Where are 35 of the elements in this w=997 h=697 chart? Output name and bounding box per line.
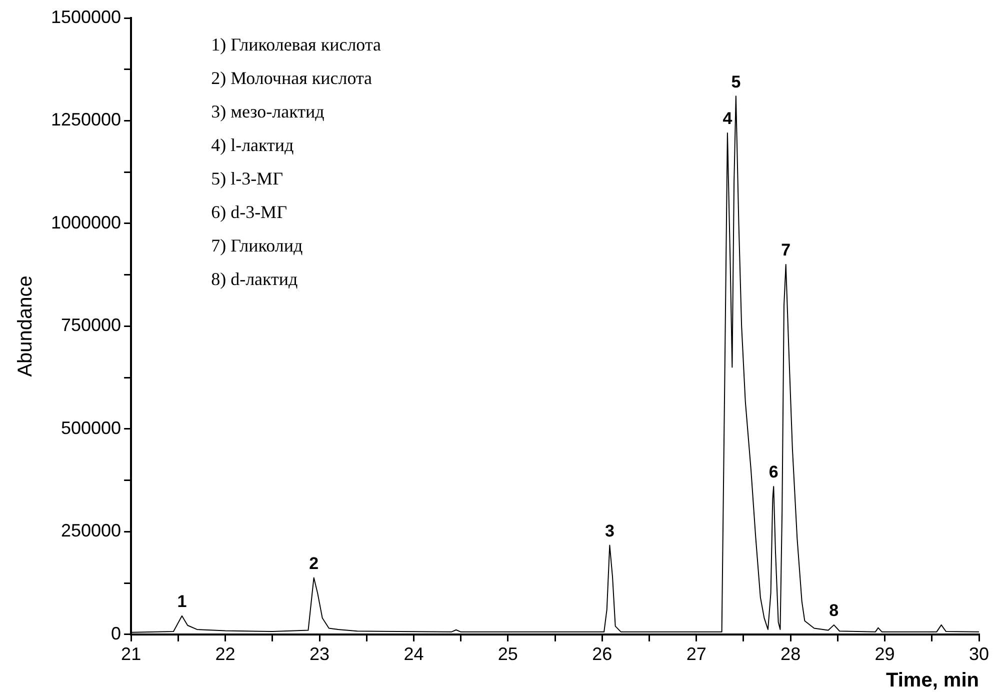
annotation: 7 — [781, 240, 791, 260]
y-tick-label: 1500000 — [50, 6, 122, 27]
annotation: 2 — [309, 554, 319, 573]
x-tick-label: 24 — [404, 644, 424, 664]
annotation: 4 — [722, 109, 733, 128]
annotation: 2) Молочная кислота — [211, 68, 372, 88]
x-tick-label: 29 — [874, 644, 895, 664]
x-tick-label: 28 — [780, 644, 801, 664]
y-tick-label: 0 — [111, 623, 122, 644]
annotation: 1 — [177, 592, 187, 612]
x-tick-label: 26 — [592, 644, 612, 664]
annotation: 3) мезо-лактид — [211, 102, 324, 122]
x-tick-label: 27 — [686, 644, 706, 664]
y-tick-label: 500000 — [60, 418, 122, 438]
x-tick-label: 21 — [121, 644, 142, 664]
annotation: 5 — [731, 72, 741, 92]
y-tick-label: 1250000 — [50, 110, 122, 130]
x-tick-label: 30 — [968, 644, 990, 664]
x-tick-label: 22 — [215, 644, 236, 664]
y-axis-title: Abundance — [14, 276, 37, 377]
annotation: 1) Гликолевая кислота — [211, 34, 382, 55]
x-tick-label: 23 — [309, 644, 330, 664]
annotation: 4) l-лактид — [211, 135, 294, 156]
y-tick-label: 750000 — [60, 315, 122, 336]
annotation: 6 — [768, 462, 778, 482]
y-tick-label: 1000000 — [50, 212, 122, 232]
annotation: 5) l-3-МГ — [211, 168, 283, 189]
annotation: 8 — [829, 601, 839, 620]
y-tick-label: 250000 — [60, 520, 122, 541]
x-tick-label: 25 — [498, 644, 518, 664]
annotation: 3 — [604, 521, 614, 540]
x-axis-title: Time, min — [886, 670, 979, 692]
annotation: 8) d-лактид — [211, 269, 298, 290]
annotation: 6) d-3-МГ — [211, 202, 287, 222]
annotation: 7) Гликолид — [211, 236, 303, 256]
